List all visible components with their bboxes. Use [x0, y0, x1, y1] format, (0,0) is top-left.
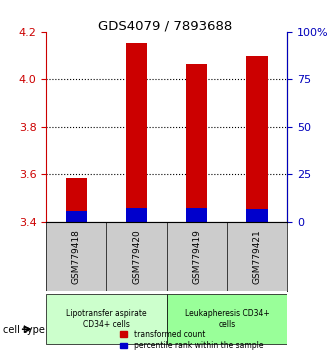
Bar	[66, 211, 87, 222]
FancyBboxPatch shape	[167, 293, 287, 344]
Text: cell type: cell type	[3, 325, 45, 335]
Text: Lipotransfer aspirate
CD34+ cells: Lipotransfer aspirate CD34+ cells	[66, 309, 147, 329]
Bar	[126, 207, 147, 222]
Bar	[186, 207, 207, 222]
Text: GDS4079 / 7893688: GDS4079 / 7893688	[98, 19, 232, 33]
Bar	[247, 56, 268, 222]
Bar	[186, 64, 207, 222]
FancyBboxPatch shape	[46, 293, 167, 344]
Bar	[126, 42, 147, 222]
Bar	[66, 178, 87, 222]
Text: GSM779419: GSM779419	[192, 229, 201, 284]
Legend: transformed count, percentile rank within the sample: transformed count, percentile rank withi…	[120, 330, 263, 350]
Text: GSM779418: GSM779418	[72, 229, 81, 284]
Text: GSM779420: GSM779420	[132, 229, 141, 284]
Text: Leukapheresis CD34+
cells: Leukapheresis CD34+ cells	[184, 309, 269, 329]
Text: GSM779421: GSM779421	[252, 229, 261, 284]
Bar	[247, 210, 268, 222]
